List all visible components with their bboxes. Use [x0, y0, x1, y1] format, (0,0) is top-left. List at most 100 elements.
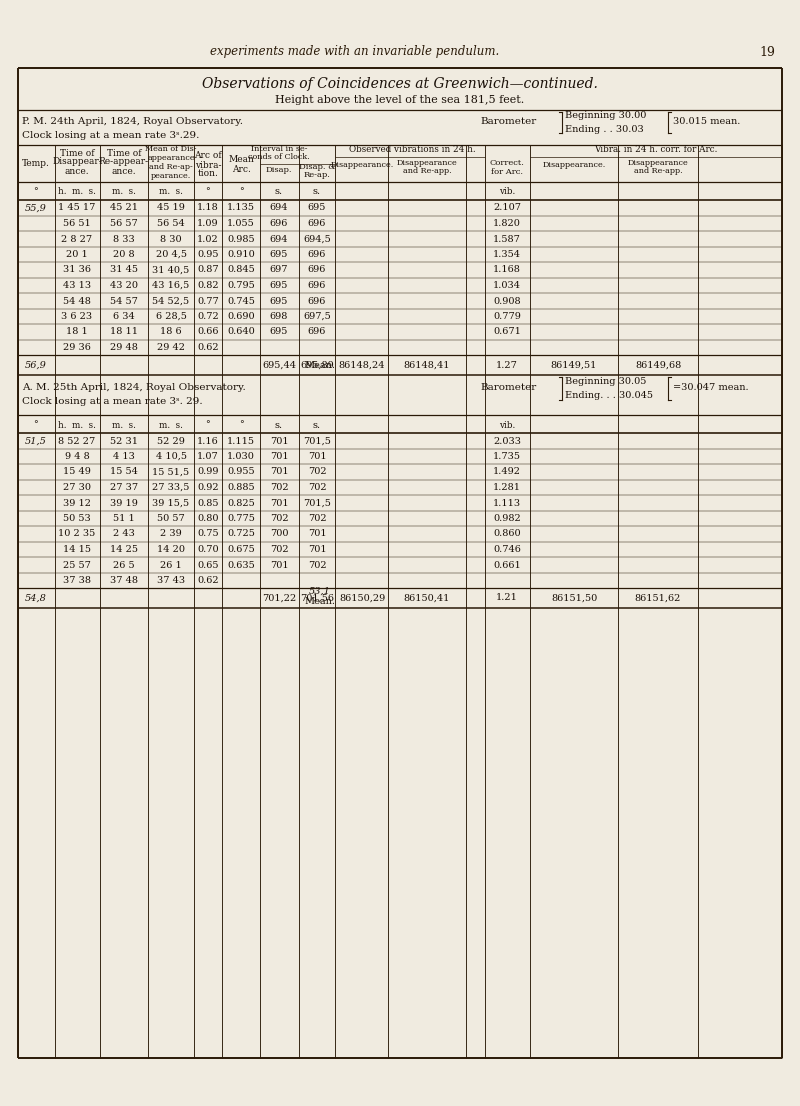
Text: 43 13: 43 13	[63, 281, 91, 290]
Text: 696: 696	[308, 250, 326, 259]
Text: 0.745: 0.745	[227, 296, 255, 305]
Text: and Re-app.: and Re-app.	[634, 167, 682, 175]
Text: 1.168: 1.168	[493, 265, 521, 274]
Text: 14 25: 14 25	[110, 545, 138, 554]
Text: 695: 695	[308, 204, 326, 212]
Text: Mean.: Mean.	[305, 361, 335, 369]
Text: 39 15,5: 39 15,5	[153, 499, 190, 508]
Text: 0.95: 0.95	[198, 250, 218, 259]
Text: 1.07: 1.07	[197, 452, 219, 461]
Text: appearance: appearance	[147, 154, 195, 161]
Text: 52 29: 52 29	[157, 437, 185, 446]
Text: ance.: ance.	[112, 167, 136, 176]
Text: =30.047 mean.: =30.047 mean.	[673, 384, 749, 393]
Text: 0.746: 0.746	[493, 545, 521, 554]
Text: 43 20: 43 20	[110, 281, 138, 290]
Text: 701,5: 701,5	[303, 437, 331, 446]
Text: 1.281: 1.281	[493, 483, 521, 492]
Text: m.  s.: m. s.	[112, 188, 136, 197]
Text: 694: 694	[270, 234, 288, 243]
Text: 1.820: 1.820	[493, 219, 521, 228]
Text: 19: 19	[759, 45, 775, 59]
Text: 701: 701	[270, 561, 288, 570]
Text: s.: s.	[275, 188, 283, 197]
Text: 31 45: 31 45	[110, 265, 138, 274]
Text: 1.030: 1.030	[227, 452, 255, 461]
Text: Re-ap.: Re-ap.	[303, 171, 330, 179]
Text: 25 57: 25 57	[63, 561, 91, 570]
Text: °: °	[206, 420, 210, 429]
Text: 14 15: 14 15	[63, 545, 91, 554]
Text: 0.635: 0.635	[227, 561, 255, 570]
Text: s.: s.	[313, 188, 321, 197]
Text: Arc.: Arc.	[231, 165, 250, 174]
Text: 1.02: 1.02	[197, 234, 219, 243]
Text: 86148,41: 86148,41	[404, 361, 450, 369]
Text: Barometer: Barometer	[480, 384, 536, 393]
Text: 39 12: 39 12	[63, 499, 91, 508]
Text: 702: 702	[270, 514, 288, 523]
Text: P. M. 24th April, 1824, Royal Observatory.: P. M. 24th April, 1824, Royal Observator…	[22, 117, 243, 126]
Text: 1.735: 1.735	[493, 452, 521, 461]
Text: 4 10,5: 4 10,5	[155, 452, 186, 461]
Text: 696: 696	[270, 219, 288, 228]
Text: 702: 702	[308, 514, 326, 523]
Text: 54 57: 54 57	[110, 296, 138, 305]
Text: 8 52 27: 8 52 27	[58, 437, 96, 446]
Text: h.  m.  s.: h. m. s.	[58, 420, 96, 429]
Text: Re-appear-: Re-appear-	[99, 157, 149, 167]
Text: 697: 697	[270, 265, 288, 274]
Text: 30.015 mean.: 30.015 mean.	[673, 117, 740, 126]
Text: 702: 702	[308, 561, 326, 570]
Text: s.: s.	[313, 420, 321, 429]
Text: 3 6 23: 3 6 23	[62, 312, 93, 321]
Text: 697,5: 697,5	[303, 312, 331, 321]
Text: 45 21: 45 21	[110, 204, 138, 212]
Text: 6 28,5: 6 28,5	[155, 312, 186, 321]
Text: 18 6: 18 6	[160, 327, 182, 336]
Text: 1.18: 1.18	[197, 204, 219, 212]
Text: 37 38: 37 38	[63, 576, 91, 585]
Text: 29 48: 29 48	[110, 343, 138, 352]
Text: m.  s.: m. s.	[159, 188, 183, 197]
Text: 702: 702	[270, 483, 288, 492]
Text: 37 43: 37 43	[157, 576, 185, 585]
Text: 0.72: 0.72	[197, 312, 219, 321]
Text: 701,5: 701,5	[303, 499, 331, 508]
Text: 86149,68: 86149,68	[635, 361, 681, 369]
Text: 695,44: 695,44	[262, 361, 296, 369]
Text: 86148,24: 86148,24	[338, 361, 386, 369]
Text: 695: 695	[270, 250, 288, 259]
Text: 86151,50: 86151,50	[551, 594, 597, 603]
Text: 701: 701	[308, 452, 326, 461]
Text: °: °	[238, 188, 243, 197]
Text: 0.982: 0.982	[493, 514, 521, 523]
Text: 701: 701	[270, 452, 288, 461]
Text: 702: 702	[270, 545, 288, 554]
Text: 51,5: 51,5	[25, 437, 47, 446]
Text: Vibra. in 24 h. corr. for Arc.: Vibra. in 24 h. corr. for Arc.	[594, 145, 718, 154]
Text: Time of: Time of	[106, 148, 142, 157]
Text: °: °	[34, 188, 38, 197]
Text: 0.825: 0.825	[227, 499, 255, 508]
Text: Mean of Dis-: Mean of Dis-	[146, 145, 197, 153]
Text: 56 54: 56 54	[157, 219, 185, 228]
Text: Disap.: Disap.	[266, 166, 292, 174]
Text: Disappear-: Disappear-	[52, 157, 102, 167]
Text: 701: 701	[270, 437, 288, 446]
Text: 86149,51: 86149,51	[551, 361, 597, 369]
Text: 0.671: 0.671	[493, 327, 521, 336]
Text: Temp.: Temp.	[22, 158, 50, 167]
Text: 701: 701	[308, 545, 326, 554]
Text: pearance.: pearance.	[151, 173, 191, 180]
Text: 39 19: 39 19	[110, 499, 138, 508]
Text: 696: 696	[308, 265, 326, 274]
Text: 50 53: 50 53	[63, 514, 91, 523]
Text: Observations of Coincidences at Greenwich—continued.: Observations of Coincidences at Greenwic…	[202, 77, 598, 91]
Text: 10 2 35: 10 2 35	[58, 530, 96, 539]
Text: 54 48: 54 48	[63, 296, 91, 305]
Text: 86150,41: 86150,41	[404, 594, 450, 603]
Text: 1.587: 1.587	[493, 234, 521, 243]
Text: 51 1: 51 1	[113, 514, 135, 523]
Text: 18 11: 18 11	[110, 327, 138, 336]
